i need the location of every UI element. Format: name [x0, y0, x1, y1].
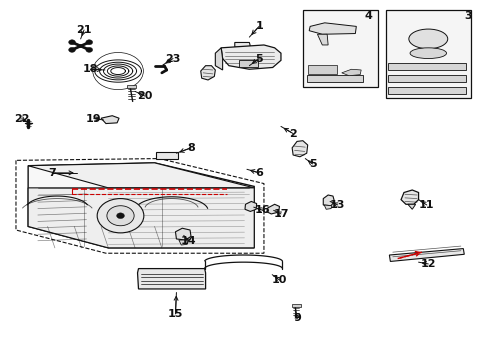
Ellipse shape [408, 29, 447, 49]
Polygon shape [323, 195, 334, 206]
Text: 14: 14 [181, 236, 196, 246]
Text: 16: 16 [255, 205, 270, 215]
Text: 8: 8 [187, 143, 195, 153]
Text: 10: 10 [271, 275, 286, 285]
Polygon shape [179, 240, 188, 245]
Circle shape [86, 40, 92, 45]
Polygon shape [341, 69, 361, 76]
Text: 7: 7 [48, 168, 56, 178]
Text: 12: 12 [420, 259, 435, 269]
Text: 11: 11 [418, 200, 434, 210]
Text: 13: 13 [329, 200, 345, 210]
Text: 19: 19 [86, 113, 102, 123]
Polygon shape [317, 34, 327, 45]
Polygon shape [221, 45, 281, 69]
Polygon shape [400, 190, 418, 204]
Bar [302, 10, 377, 87]
Polygon shape [234, 42, 250, 48]
Bar [387, 63, 465, 70]
Text: 9: 9 [292, 312, 300, 323]
Text: 17: 17 [273, 209, 288, 219]
Circle shape [97, 199, 143, 233]
Polygon shape [266, 204, 279, 214]
Circle shape [86, 47, 92, 52]
Circle shape [116, 213, 124, 219]
Text: 21: 21 [76, 25, 92, 35]
Polygon shape [175, 228, 191, 240]
Polygon shape [388, 249, 463, 261]
Text: 3: 3 [464, 11, 471, 21]
Bar [387, 75, 465, 82]
Polygon shape [101, 116, 119, 123]
Text: 5: 5 [308, 159, 316, 169]
Ellipse shape [409, 48, 446, 59]
Bar [238, 60, 258, 67]
Polygon shape [308, 23, 356, 34]
Text: 20: 20 [137, 91, 152, 101]
Text: 15: 15 [167, 309, 183, 319]
Circle shape [107, 206, 134, 226]
Polygon shape [137, 269, 205, 289]
Text: 5: 5 [255, 54, 263, 64]
Bar [306, 75, 362, 82]
Circle shape [68, 40, 75, 45]
Text: 22: 22 [14, 113, 29, 123]
Text: 6: 6 [255, 168, 263, 178]
Polygon shape [244, 202, 256, 211]
Bar [156, 152, 178, 158]
Polygon shape [201, 66, 215, 80]
Text: 4: 4 [364, 11, 372, 21]
Bar [291, 304, 301, 307]
Circle shape [79, 45, 82, 48]
Polygon shape [291, 141, 307, 157]
Text: 2: 2 [289, 129, 296, 139]
Text: 18: 18 [82, 64, 98, 74]
Polygon shape [324, 205, 331, 209]
Polygon shape [28, 163, 254, 248]
Polygon shape [215, 48, 222, 70]
Circle shape [68, 47, 75, 52]
Polygon shape [28, 163, 254, 188]
Text: 23: 23 [165, 54, 181, 64]
Polygon shape [28, 188, 254, 248]
Bar [385, 10, 469, 98]
Polygon shape [407, 204, 415, 209]
Bar [387, 87, 465, 94]
Text: 1: 1 [255, 21, 263, 31]
Bar [307, 64, 336, 73]
Bar [126, 85, 135, 88]
